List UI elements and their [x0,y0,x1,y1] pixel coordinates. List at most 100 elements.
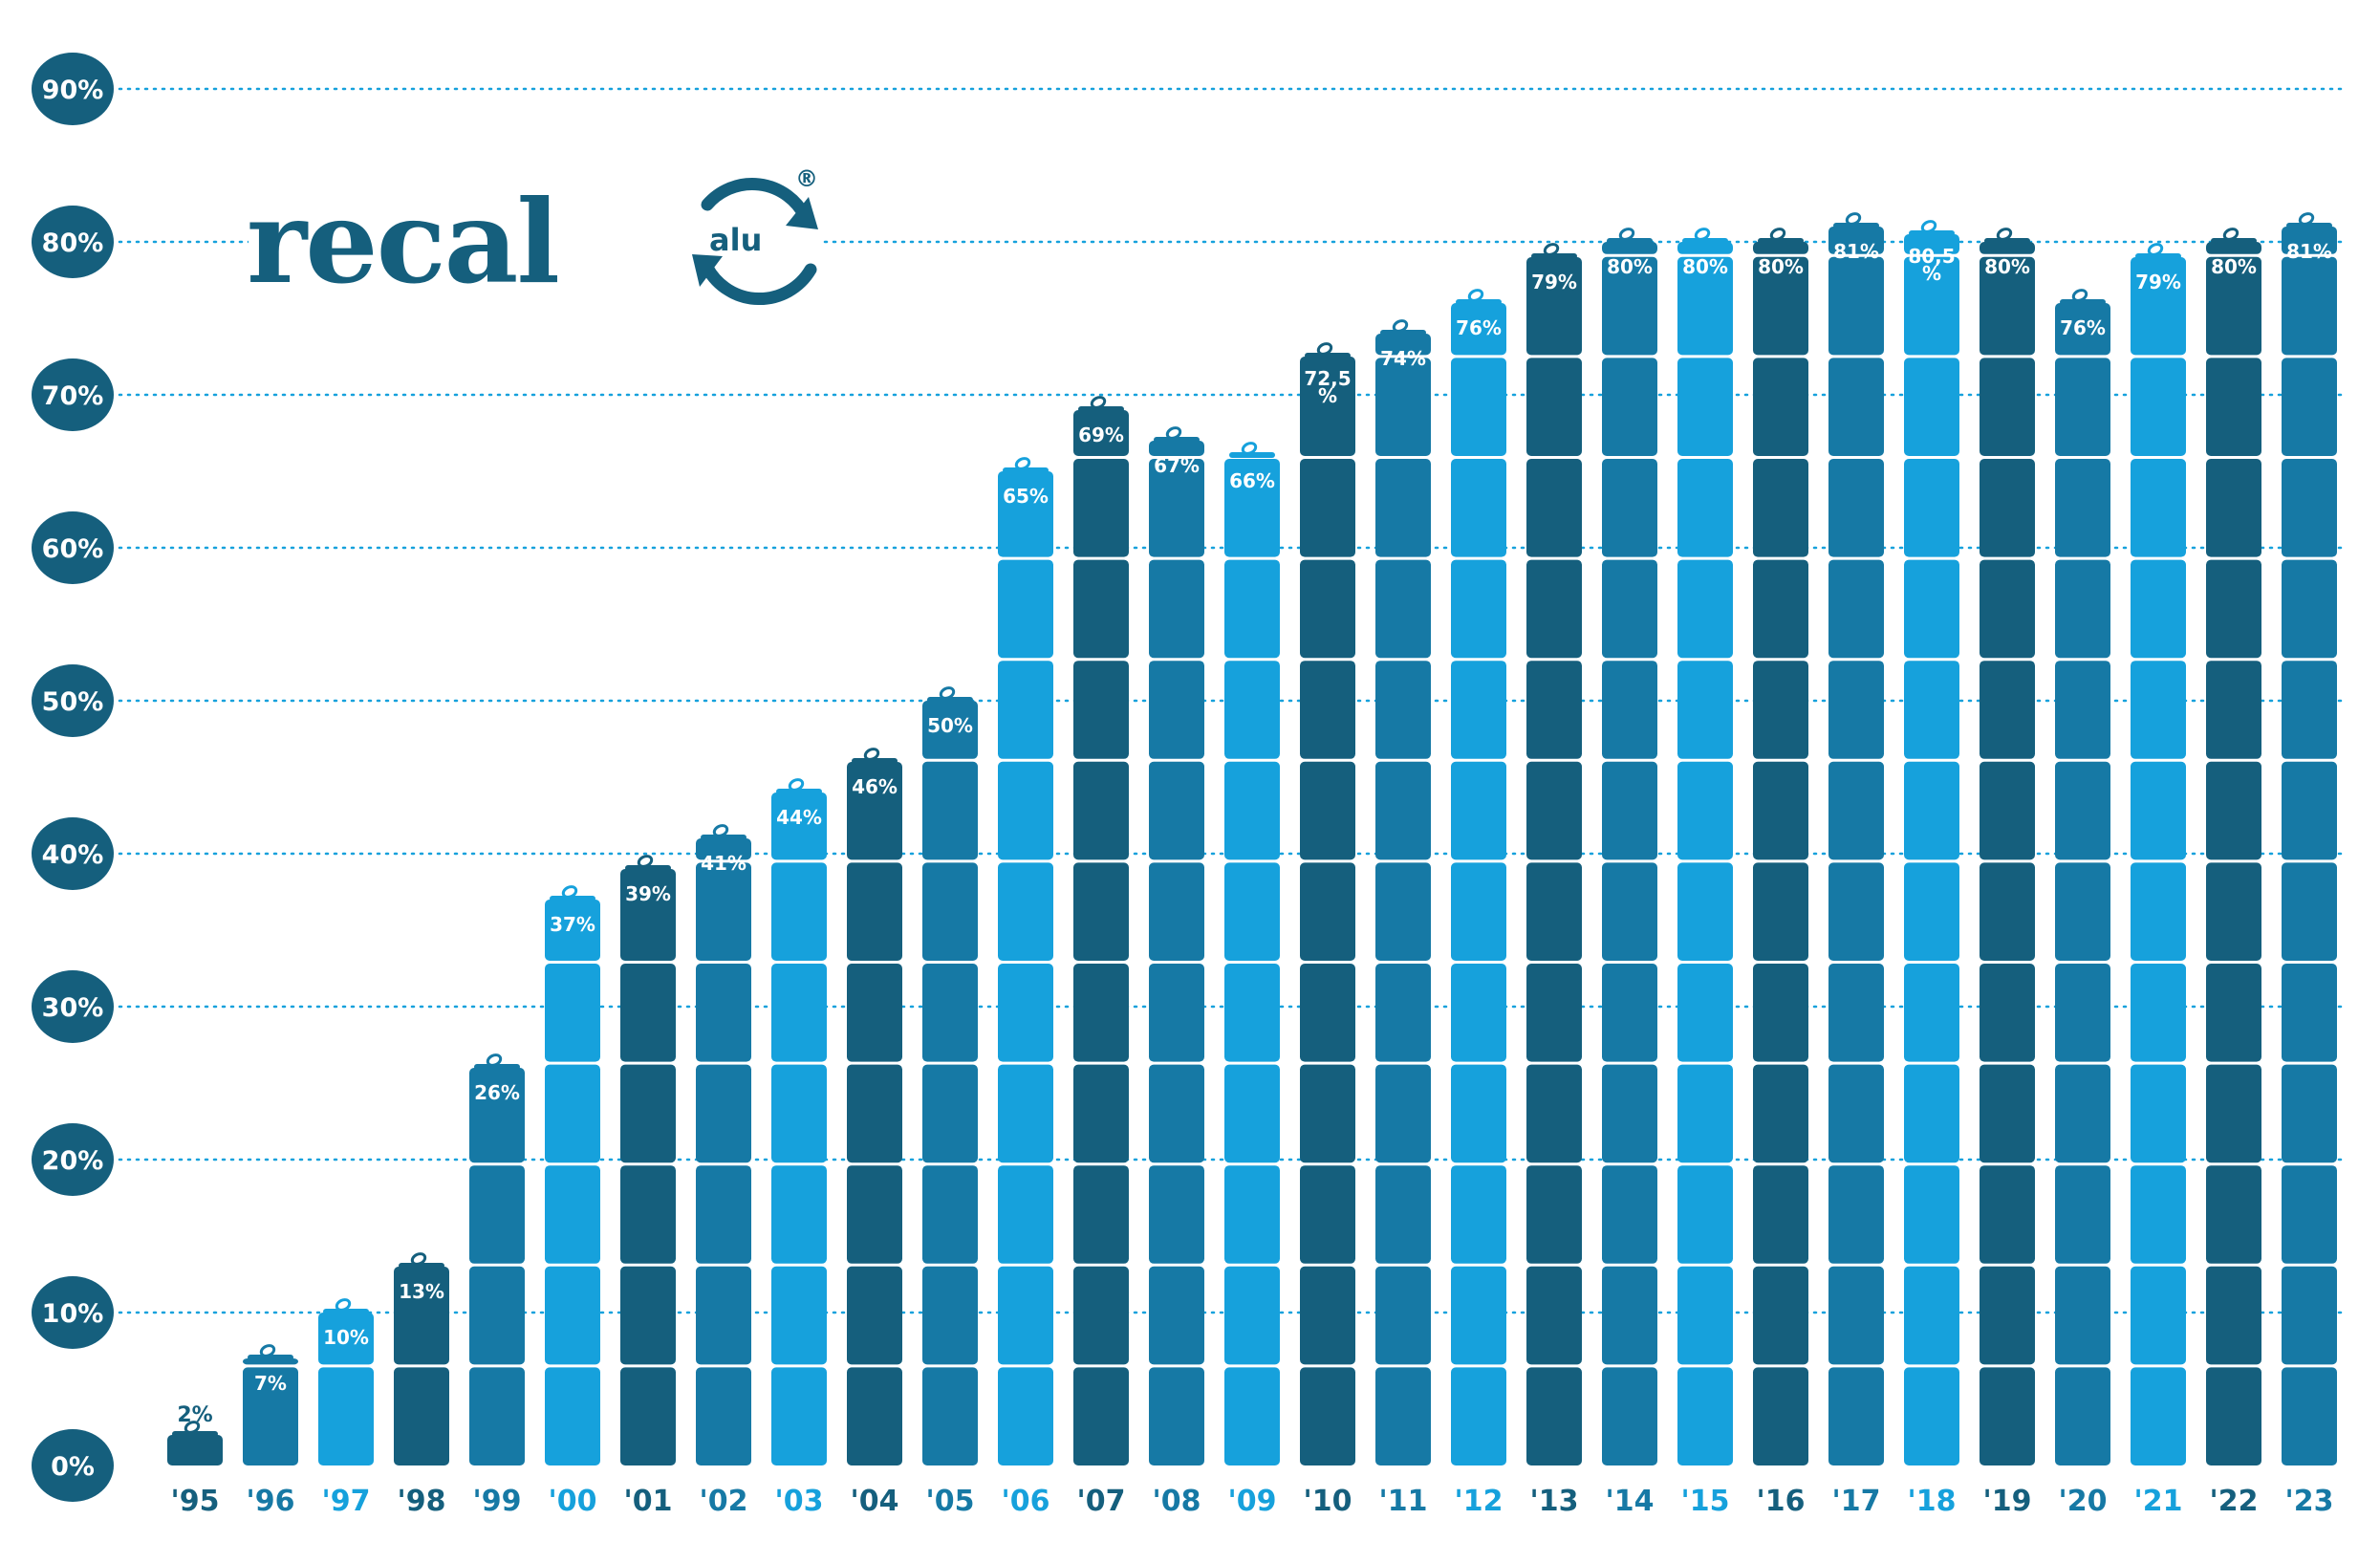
bar-value-label: 10% [323,1326,369,1349]
bar-segment [771,1064,827,1163]
x-tick-label: '02 [700,1485,748,1518]
bar-segment [2282,1064,2337,1163]
bar: 26% [469,1053,525,1465]
bar: 74% [1375,319,1431,1465]
y-tick-label: 0% [51,1452,95,1482]
bar-segment [1602,256,1657,356]
bar-value-label: 46% [852,775,898,798]
y-tick-badge [32,817,114,890]
bar-segment [1904,964,1959,1062]
bar-value-label: 80,5% [1908,245,1955,285]
bar-segment [1375,661,1431,759]
bar-segment [2206,358,2261,456]
bar-segment [1602,1367,1657,1465]
bar-segment [2131,862,2186,961]
x-tick-label: '10 [1304,1485,1352,1518]
bar-segment [1073,1064,1129,1163]
bar-segment [2055,303,2110,356]
bar-segment [922,862,978,961]
bar-segment [1375,1165,1431,1264]
bar-segment [847,1367,902,1465]
bar-segment [1149,661,1204,759]
bar-segment [998,964,1053,1062]
bar-segment [1677,559,1733,659]
bar-segment [1828,761,1884,860]
bar-segment [922,761,978,860]
bar-segment [1073,410,1129,456]
bar-segment [2131,257,2186,356]
bar-segment [1300,661,1355,759]
x-tick-label: '22 [2210,1485,2259,1518]
bar-segment [922,701,978,759]
bar: 13% [394,1252,449,1465]
y-tick: 20% [32,1123,114,1196]
x-axis: '95 '96 '97 '98 '99 '00 '01 '02 '03 '04 '05 '06 '07 '… [171,1485,2334,1518]
bar-segment [2282,1165,2337,1264]
x-tick-label: '03 [775,1485,824,1518]
bar-segment [1149,459,1204,557]
y-tick-label: 30% [42,993,104,1023]
bar-value-label: 74% [1380,347,1426,370]
bar-segment [998,661,1053,759]
bar-value-label: 7% [254,1372,287,1395]
y-tick-label: 10% [42,1299,104,1329]
bar-segment [1828,661,1884,759]
bar-segment [1602,661,1657,759]
bar-segment [1828,1367,1884,1465]
bar-segment [1677,661,1733,759]
y-tick-badge [32,206,114,278]
bar-segment [771,964,827,1062]
bar-segment [318,1313,374,1365]
bar-segment [469,1165,525,1264]
bar-segment [1451,559,1506,659]
bar-segment [2282,1266,2337,1365]
bar-segment [1753,661,1808,759]
y-tick: 80% [32,206,114,278]
bar-value-label: 76% [1456,316,1502,339]
bar-segment [394,1267,449,1365]
bar-segment [1677,459,1733,557]
bar-segment [620,964,676,1062]
bar: 80% [1980,228,2035,1465]
bar-segment [545,964,600,1062]
bar-segment [1375,334,1431,356]
bar-segment [2131,1266,2186,1365]
bar-segment [1451,964,1506,1062]
bar-segment [1375,964,1431,1062]
y-tick-label: 20% [42,1146,104,1176]
x-tick-label: '13 [1530,1485,1579,1518]
bar-segment [2282,559,2337,659]
bar-segment [1602,964,1657,1062]
bar-segment [2055,459,2110,557]
y-tick: 40% [32,817,114,890]
bar-segment [2282,661,2337,759]
bar-segment [696,838,751,860]
logo-sub: alu [709,222,762,258]
bar-segment [922,1266,978,1365]
bar-segment [2131,661,2186,759]
bar-segment [1073,459,1129,557]
bar: 80% [1602,228,1657,1465]
bar-segment [1073,1367,1129,1465]
bar-segment [1828,1064,1884,1163]
bar-segment [847,1064,902,1163]
y-tick-badge [32,358,114,431]
bar-value-label: 2% [177,1403,212,1427]
bar-value-label: 26% [474,1081,520,1104]
bar-segment [469,1068,525,1163]
bar-segment [1753,559,1808,659]
x-tick-label: '11 [1379,1485,1428,1518]
bar-segment [2206,862,2261,961]
bar-segment [1375,862,1431,961]
bar-segment [545,1266,600,1365]
bar-segment [1375,559,1431,659]
bar-segment [771,1165,827,1264]
bar-segment [2131,1367,2186,1465]
bar-value-label: 50% [927,714,973,737]
bar-segment [2282,862,2337,961]
x-tick-label: '96 [247,1485,295,1518]
bar-segment [1526,862,1582,961]
bar-segment [1904,661,1959,759]
bar-segment [1828,256,1884,356]
recycle-arrows-icon [692,178,818,306]
